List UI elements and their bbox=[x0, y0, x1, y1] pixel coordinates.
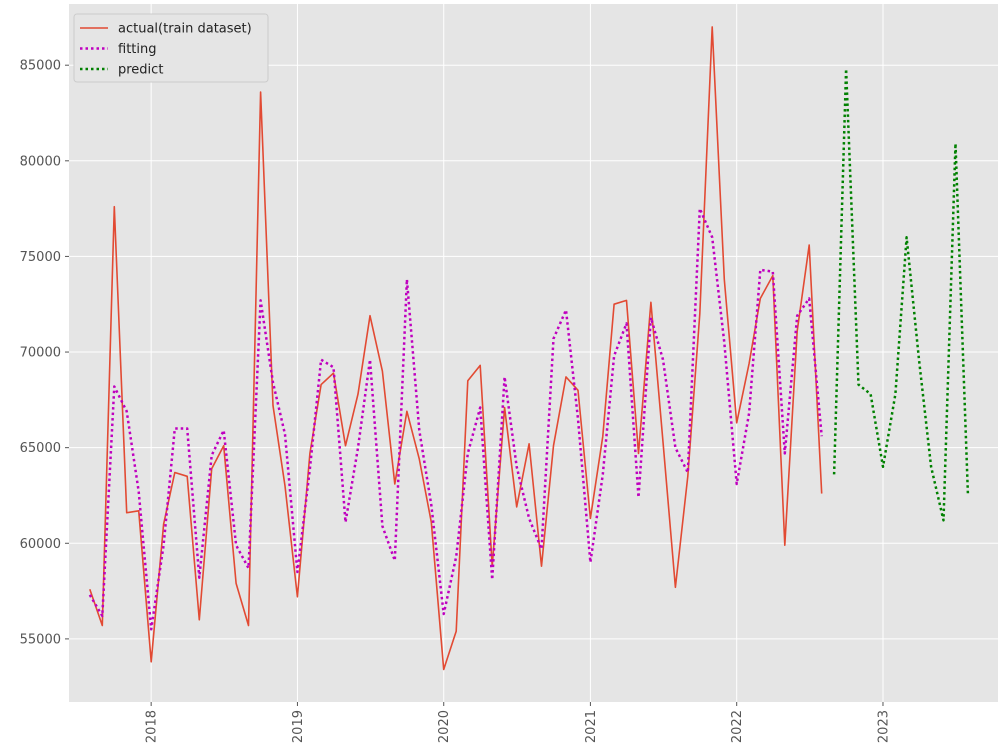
y-axis-ticks: 55000 60000 65000 70000 75000 80000 85000 bbox=[20, 59, 69, 647]
y-tick-label: 80000 bbox=[20, 154, 61, 169]
y-tick-label: 65000 bbox=[20, 441, 61, 456]
legend-label-2: predict bbox=[118, 63, 163, 78]
x-tick-label: 2018 bbox=[145, 710, 160, 743]
x-tick-label: 2021 bbox=[584, 710, 599, 743]
y-tick-label: 85000 bbox=[20, 59, 61, 74]
y-tick-label: 75000 bbox=[20, 250, 61, 265]
legend: actual(train dataset) fitting predict bbox=[73, 13, 269, 83]
series-line-2 bbox=[832, 67, 970, 522]
legend-box bbox=[73, 13, 269, 83]
y-tick-label: 60000 bbox=[20, 537, 61, 552]
legend-label-0: actual(train dataset) bbox=[118, 22, 252, 37]
series-layer bbox=[88, 26, 970, 671]
y-tick-label: 70000 bbox=[20, 346, 61, 361]
x-tick-label: 2022 bbox=[730, 710, 745, 743]
y-tick-label: 55000 bbox=[20, 632, 61, 647]
x-tick-label: 2020 bbox=[437, 710, 452, 743]
x-tick-label: 2019 bbox=[291, 710, 306, 743]
series-line-0 bbox=[89, 26, 823, 671]
x-tick-label: 2023 bbox=[876, 710, 891, 743]
plot-area bbox=[69, 4, 998, 702]
legend-label-1: fitting bbox=[118, 42, 157, 57]
x-axis-ticks: 2018 2019 2020 2021 2022 2023 bbox=[145, 702, 891, 743]
